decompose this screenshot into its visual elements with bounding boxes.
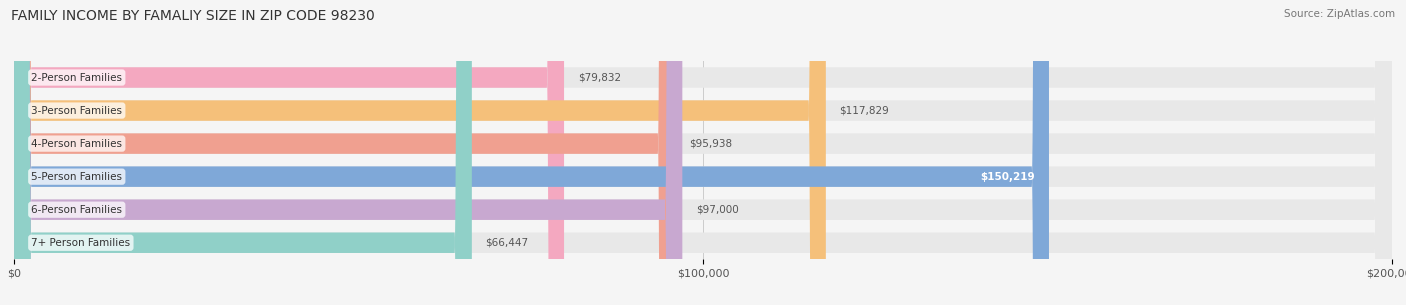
Text: 6-Person Families: 6-Person Families (31, 205, 122, 215)
Text: $97,000: $97,000 (696, 205, 740, 215)
FancyBboxPatch shape (14, 0, 472, 305)
Text: FAMILY INCOME BY FAMALIY SIZE IN ZIP CODE 98230: FAMILY INCOME BY FAMALIY SIZE IN ZIP COD… (11, 9, 375, 23)
Text: 5-Person Families: 5-Person Families (31, 172, 122, 182)
Text: 2-Person Families: 2-Person Families (31, 73, 122, 83)
Text: $117,829: $117,829 (839, 106, 890, 116)
FancyBboxPatch shape (14, 0, 564, 305)
FancyBboxPatch shape (14, 0, 1049, 305)
Text: Source: ZipAtlas.com: Source: ZipAtlas.com (1284, 9, 1395, 19)
Text: $150,219: $150,219 (980, 172, 1035, 182)
Text: $79,832: $79,832 (578, 73, 621, 83)
Text: 3-Person Families: 3-Person Families (31, 106, 122, 116)
Text: $95,938: $95,938 (689, 138, 733, 149)
FancyBboxPatch shape (14, 0, 1392, 305)
FancyBboxPatch shape (14, 0, 1392, 305)
Text: 4-Person Families: 4-Person Families (31, 138, 122, 149)
FancyBboxPatch shape (14, 0, 825, 305)
FancyBboxPatch shape (14, 0, 1392, 305)
FancyBboxPatch shape (14, 0, 682, 305)
FancyBboxPatch shape (14, 0, 675, 305)
FancyBboxPatch shape (14, 0, 1392, 305)
Text: $66,447: $66,447 (485, 238, 529, 248)
FancyBboxPatch shape (14, 0, 1392, 305)
FancyBboxPatch shape (14, 0, 1392, 305)
Text: 7+ Person Families: 7+ Person Families (31, 238, 131, 248)
